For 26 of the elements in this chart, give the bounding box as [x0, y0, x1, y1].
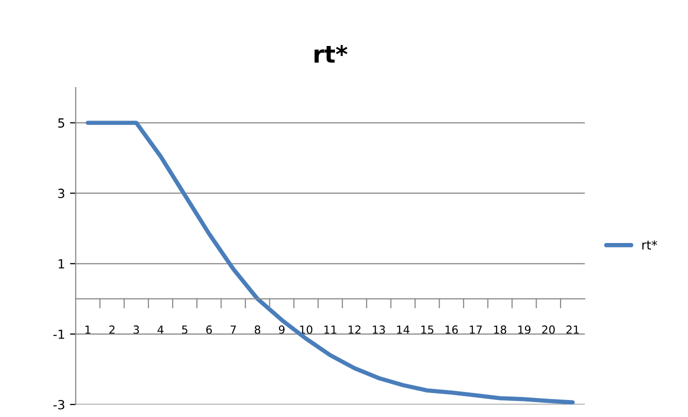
x-tick-label: 21 [566, 325, 579, 334]
y-tick-label: 5 [58, 118, 64, 128]
x-tick-label: 12 [348, 325, 360, 334]
x-tick-label: 19 [518, 325, 530, 334]
x-tick-label: 8 [254, 325, 260, 334]
x-tick-label: 17 [470, 326, 482, 334]
y-tick-label: 1 [58, 259, 64, 268]
x-tick-label: 1 [85, 326, 90, 334]
x-tick-label: 13 [372, 325, 385, 334]
x-tick-label: 7 [230, 326, 236, 334]
x-tick-label: 14 [397, 326, 410, 334]
y-tick-label: 3 [58, 188, 64, 198]
x-tick-label: 18 [494, 325, 506, 334]
x-tick-label: 4 [158, 326, 164, 334]
chart-title: rt* [314, 45, 348, 63]
x-tick-label: 15 [421, 326, 434, 334]
x-tick-label: 16 [446, 325, 458, 334]
x-tick-label: 11 [324, 326, 336, 334]
x-tick-label: 9 [278, 325, 285, 334]
x-tick-label: 6 [206, 325, 212, 334]
y-tick-label: -3 [53, 400, 64, 410]
x-tick-label: 3 [134, 325, 139, 334]
x-tick-label: 2 [109, 325, 114, 334]
legend-label: rt* [642, 240, 658, 250]
x-tick-label: 20 [542, 325, 555, 334]
y-tick-label: -1 [53, 330, 64, 339]
